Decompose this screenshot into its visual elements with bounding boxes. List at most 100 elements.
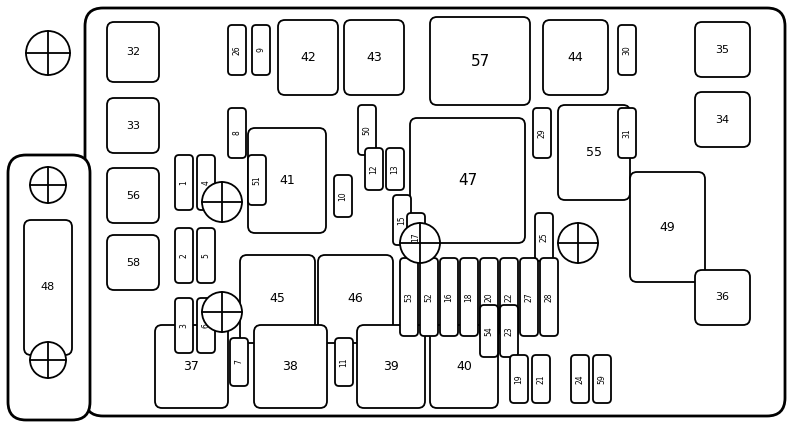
Circle shape: [202, 292, 242, 332]
FancyBboxPatch shape: [535, 213, 553, 261]
Text: 43: 43: [366, 51, 382, 64]
FancyBboxPatch shape: [543, 20, 608, 95]
Text: 42: 42: [300, 51, 316, 64]
FancyBboxPatch shape: [107, 22, 159, 82]
Text: 22: 22: [505, 292, 514, 302]
Text: 25: 25: [539, 232, 549, 242]
FancyBboxPatch shape: [358, 105, 376, 155]
Text: 38: 38: [282, 360, 298, 373]
Text: 4: 4: [202, 180, 210, 185]
FancyBboxPatch shape: [618, 25, 636, 75]
FancyBboxPatch shape: [558, 105, 630, 200]
FancyBboxPatch shape: [400, 258, 418, 336]
FancyBboxPatch shape: [510, 355, 528, 403]
Circle shape: [30, 167, 66, 203]
Text: 34: 34: [715, 114, 730, 125]
Text: 44: 44: [568, 51, 583, 64]
Text: 51: 51: [253, 175, 262, 185]
FancyBboxPatch shape: [630, 172, 705, 282]
FancyBboxPatch shape: [240, 255, 315, 343]
Text: 40: 40: [456, 360, 472, 373]
Text: 47: 47: [458, 173, 477, 188]
Text: 50: 50: [362, 125, 371, 135]
Circle shape: [400, 223, 440, 263]
Text: 36: 36: [715, 292, 730, 303]
Text: 7: 7: [234, 360, 243, 365]
Text: 53: 53: [405, 292, 414, 302]
Text: 57: 57: [470, 54, 490, 68]
Text: 2: 2: [179, 253, 189, 258]
FancyBboxPatch shape: [8, 155, 90, 420]
Text: 16: 16: [445, 292, 454, 302]
Text: 13: 13: [390, 164, 399, 174]
Text: 58: 58: [126, 258, 140, 267]
Text: 27: 27: [525, 292, 534, 302]
Text: 9: 9: [257, 48, 266, 52]
FancyBboxPatch shape: [24, 220, 72, 355]
FancyBboxPatch shape: [420, 258, 438, 336]
Text: 45: 45: [270, 292, 286, 306]
FancyBboxPatch shape: [460, 258, 478, 336]
Circle shape: [558, 223, 598, 263]
FancyBboxPatch shape: [533, 108, 551, 158]
FancyBboxPatch shape: [197, 298, 215, 353]
FancyBboxPatch shape: [85, 8, 785, 416]
Text: 12: 12: [370, 164, 378, 174]
FancyBboxPatch shape: [695, 92, 750, 147]
Text: 29: 29: [538, 128, 546, 138]
FancyBboxPatch shape: [500, 305, 518, 357]
FancyBboxPatch shape: [520, 258, 538, 336]
Circle shape: [202, 182, 242, 222]
FancyBboxPatch shape: [107, 168, 159, 223]
Text: 18: 18: [465, 292, 474, 302]
Text: 35: 35: [715, 45, 730, 54]
FancyBboxPatch shape: [532, 355, 550, 403]
Text: 10: 10: [338, 191, 347, 201]
Text: 28: 28: [545, 292, 554, 302]
Text: 8: 8: [233, 130, 242, 136]
Text: 54: 54: [485, 326, 494, 336]
FancyBboxPatch shape: [430, 17, 530, 105]
FancyBboxPatch shape: [571, 355, 589, 403]
FancyBboxPatch shape: [318, 255, 393, 343]
Text: 56: 56: [126, 190, 140, 201]
FancyBboxPatch shape: [252, 25, 270, 75]
FancyBboxPatch shape: [357, 325, 425, 408]
FancyBboxPatch shape: [254, 325, 327, 408]
FancyBboxPatch shape: [248, 128, 326, 233]
Text: 52: 52: [425, 292, 434, 302]
Text: 21: 21: [537, 374, 546, 384]
Text: 20: 20: [485, 292, 494, 302]
FancyBboxPatch shape: [107, 235, 159, 290]
FancyBboxPatch shape: [107, 98, 159, 153]
Text: 11: 11: [339, 357, 349, 367]
FancyBboxPatch shape: [228, 25, 246, 75]
Text: 24: 24: [575, 374, 585, 384]
Text: 37: 37: [183, 360, 199, 373]
Text: 39: 39: [383, 360, 399, 373]
FancyBboxPatch shape: [386, 148, 404, 190]
FancyBboxPatch shape: [480, 258, 498, 336]
Text: 30: 30: [622, 45, 631, 55]
FancyBboxPatch shape: [430, 325, 498, 408]
FancyBboxPatch shape: [393, 195, 411, 245]
Text: 3: 3: [179, 323, 189, 328]
Text: 32: 32: [126, 47, 140, 57]
FancyBboxPatch shape: [197, 228, 215, 283]
Text: 19: 19: [514, 374, 523, 384]
FancyBboxPatch shape: [334, 175, 352, 217]
Text: 17: 17: [411, 232, 421, 242]
FancyBboxPatch shape: [407, 213, 425, 261]
Text: 23: 23: [505, 326, 514, 336]
FancyBboxPatch shape: [155, 325, 228, 408]
FancyBboxPatch shape: [480, 305, 498, 357]
Text: 41: 41: [279, 174, 295, 187]
FancyBboxPatch shape: [175, 228, 193, 283]
Text: 48: 48: [41, 283, 55, 292]
FancyBboxPatch shape: [618, 108, 636, 158]
Text: 15: 15: [398, 215, 406, 225]
Text: 46: 46: [348, 292, 363, 306]
Text: 1: 1: [179, 180, 189, 185]
Text: 5: 5: [202, 253, 210, 258]
Text: 59: 59: [598, 374, 606, 384]
